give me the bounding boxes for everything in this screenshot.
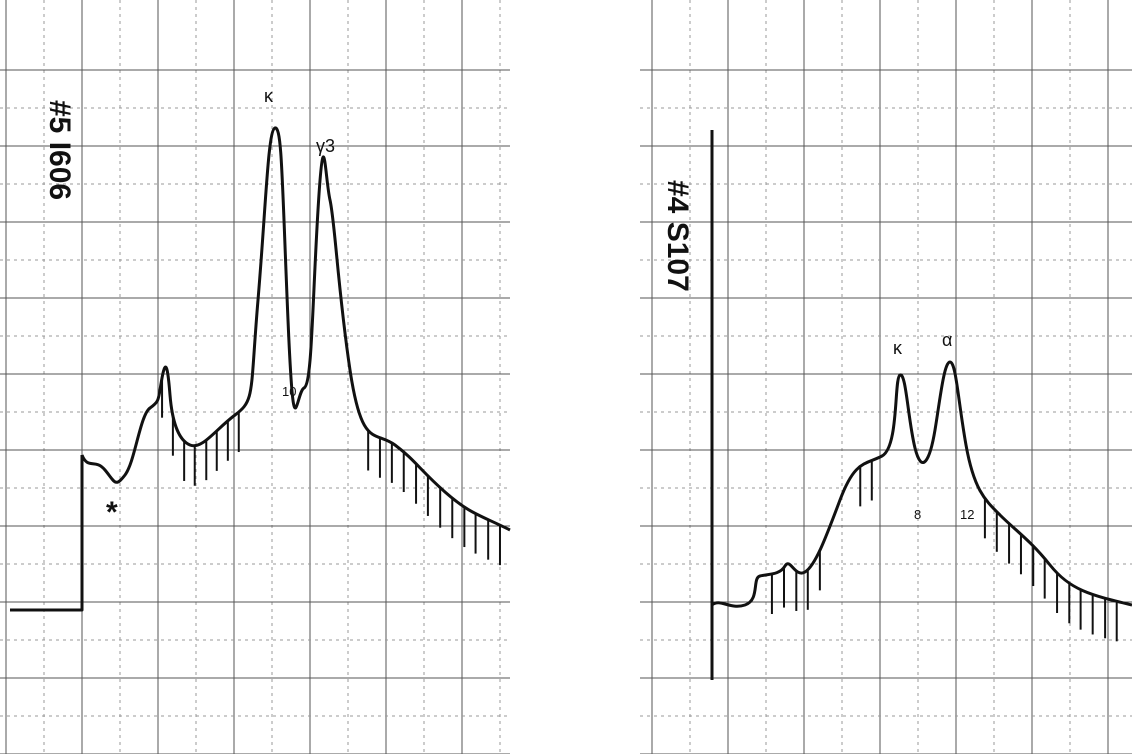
trace-right (711, 360, 1132, 608)
peak-label: γ3 (316, 136, 335, 156)
peak-label: κ (264, 86, 274, 106)
trace-left (80, 126, 511, 532)
fraction-label: 12 (960, 507, 974, 522)
sample-label: #5 I606 (43, 100, 76, 200)
graph-paper-right (640, 0, 1132, 754)
star-mark: * (106, 496, 118, 529)
hatches (161, 377, 1118, 642)
peak-label: κ (893, 338, 903, 358)
sample-label: #4 S107 (661, 180, 694, 292)
peak-label: α (942, 330, 952, 350)
fraction-label: 10 (282, 384, 296, 399)
fraction-label: 8 (914, 507, 921, 522)
baseline-left (10, 455, 84, 612)
